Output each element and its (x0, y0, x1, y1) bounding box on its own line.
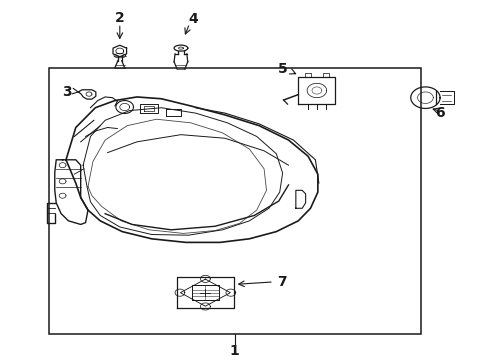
Text: 1: 1 (229, 344, 239, 358)
Text: 7: 7 (276, 275, 286, 288)
Text: 3: 3 (62, 85, 72, 99)
Bar (49, 68, 420, 334)
Text: 5: 5 (277, 62, 287, 76)
Text: 2: 2 (115, 11, 124, 25)
Text: 6: 6 (434, 106, 444, 120)
Text: 4: 4 (188, 12, 198, 26)
